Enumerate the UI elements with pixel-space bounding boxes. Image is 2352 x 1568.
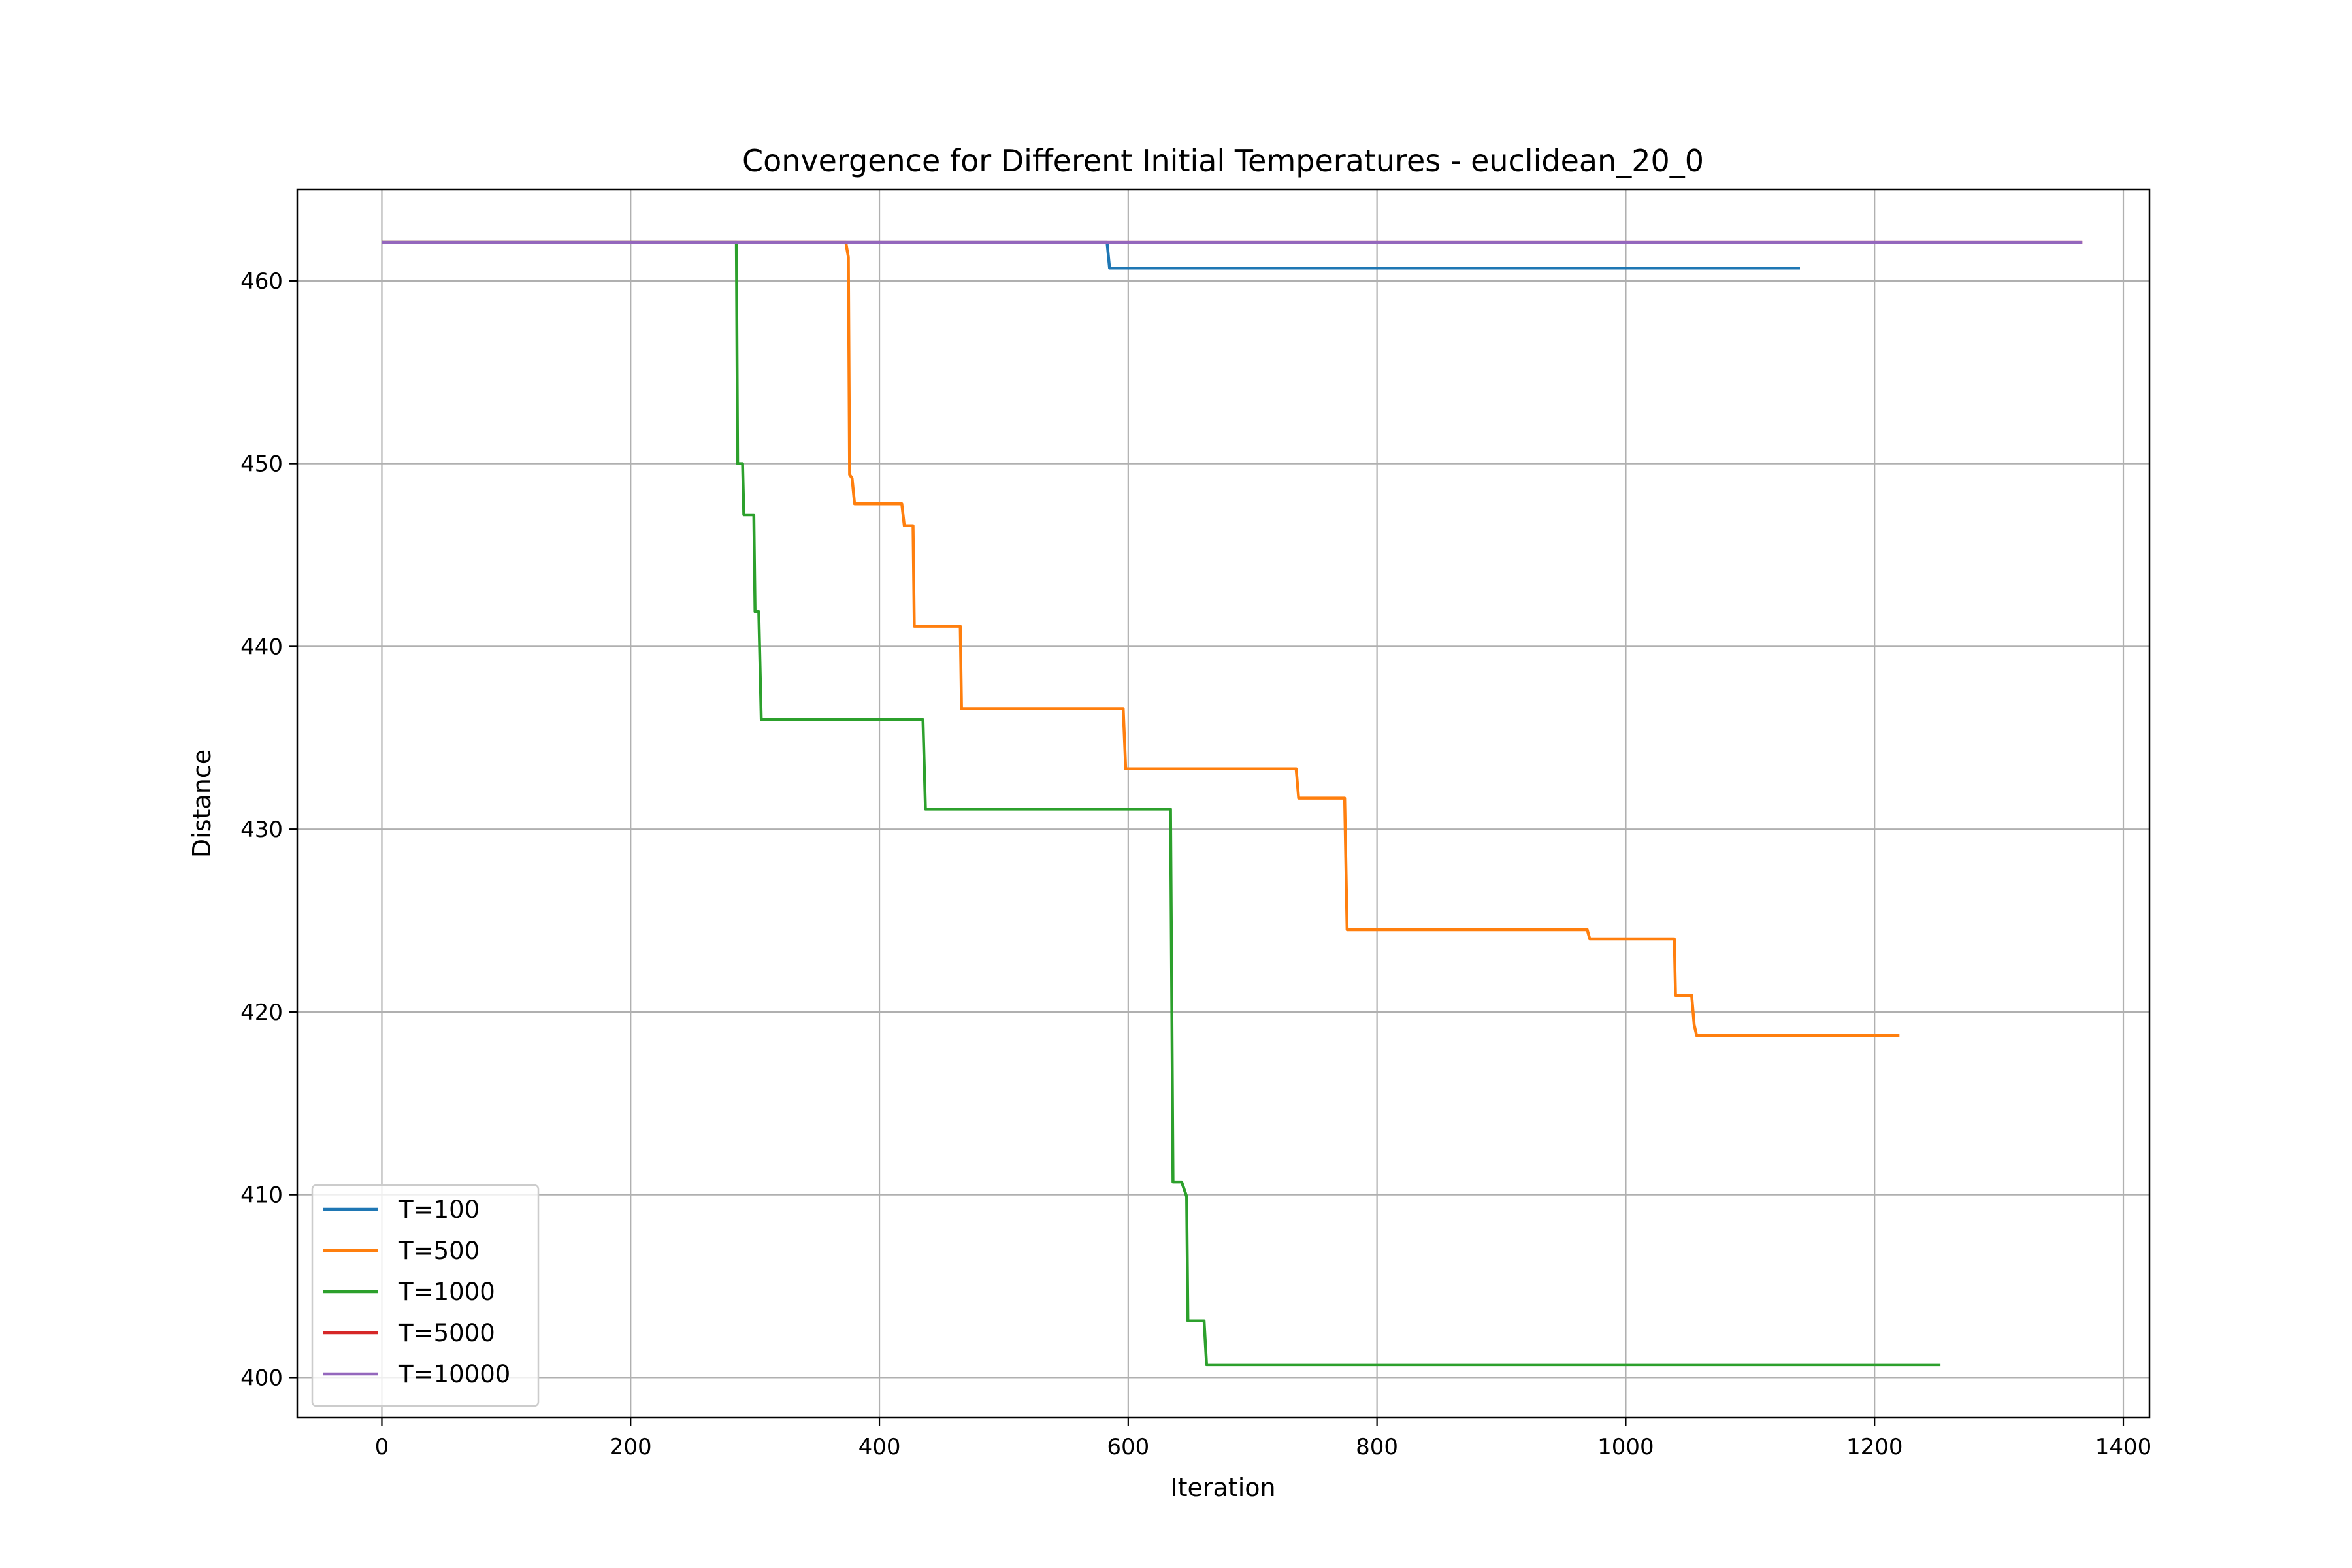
- series-lines: [382, 240, 2083, 1367]
- y-tick-label: 450: [240, 451, 283, 478]
- legend-label: T=500: [398, 1237, 480, 1265]
- y-tick-label: 400: [240, 1365, 283, 1391]
- series-line-t-1000: [382, 240, 1941, 1367]
- x-axis-label: Iteration: [1170, 1473, 1275, 1502]
- y-tick-label: 440: [240, 634, 283, 660]
- y-tick-label: 410: [240, 1183, 283, 1209]
- series-line-t-500: [382, 240, 1900, 1037]
- x-tick-label: 800: [1356, 1434, 1398, 1460]
- x-tick-label: 0: [375, 1434, 389, 1460]
- grid: [297, 189, 2149, 1418]
- legend-label: T=100: [398, 1196, 480, 1224]
- x-tick-label: 600: [1107, 1434, 1149, 1460]
- legend-label: T=1000: [398, 1278, 495, 1306]
- legend: T=100 T=500 T=1000 T=5000 T=10000: [311, 1184, 540, 1407]
- x-tick-label: 1400: [2095, 1434, 2152, 1460]
- x-tick-label: 1000: [1597, 1434, 1654, 1460]
- y-axis-label: Distance: [188, 749, 216, 858]
- x-axis-ticks: 0 200 400 600 800 1000 1200 1400: [375, 1418, 2152, 1460]
- legend-label: T=10000: [398, 1360, 510, 1388]
- x-tick-label: 200: [610, 1434, 652, 1460]
- plot-frame: [296, 188, 2151, 1419]
- x-tick-label: 400: [858, 1434, 901, 1460]
- legend-frame: [311, 1184, 540, 1407]
- y-tick-label: 430: [240, 817, 283, 843]
- y-tick-label: 420: [240, 1000, 283, 1026]
- x-tick-label: 1200: [1846, 1434, 1903, 1460]
- y-axis-ticks: 400 410 420 430 440 450 460: [240, 269, 297, 1391]
- y-tick-label: 460: [240, 269, 283, 295]
- chart-title: Convergence for Different Initial Temper…: [742, 143, 1704, 178]
- legend-label: T=5000: [398, 1319, 495, 1347]
